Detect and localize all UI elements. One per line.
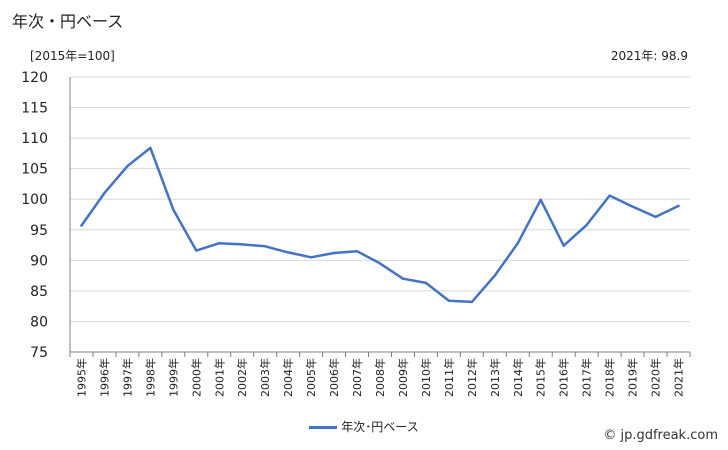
legend-label: 年次･円ベース: [341, 420, 419, 434]
data-point: [103, 191, 106, 195]
series-line: [80, 146, 680, 304]
x-tick-label: 1996年: [97, 358, 111, 397]
x-tick-label: 2003年: [258, 358, 272, 397]
y-tick-label: 85: [30, 284, 48, 300]
x-tick-label: 2018年: [603, 358, 617, 397]
data-point: [654, 215, 657, 219]
x-tick-label: 2011年: [442, 358, 456, 397]
x-tick-label: 2014年: [511, 358, 525, 397]
data-point: [309, 256, 313, 259]
data-point: [126, 165, 129, 168]
y-tick-label: 115: [21, 101, 48, 117]
data-point: [263, 245, 267, 248]
y-tick-label: 110: [21, 131, 48, 147]
data-point: [401, 277, 405, 280]
data-point: [218, 242, 221, 245]
data-point: [355, 249, 359, 253]
x-tick-label: 1995年: [74, 358, 88, 397]
x-tick-label: 2015年: [534, 358, 548, 397]
data-point: [585, 223, 588, 227]
data-point: [516, 242, 519, 245]
data-point: [172, 208, 175, 211]
legend: 年次･円ベース: [0, 418, 728, 435]
data-point: [447, 299, 451, 302]
y-tick-label: 120: [21, 70, 48, 86]
x-tick-label: 2002年: [235, 358, 249, 397]
data-point: [424, 281, 428, 285]
x-tick-label: 1998年: [143, 358, 157, 397]
y-tick-label: 80: [30, 314, 48, 330]
x-tick-label: 2013年: [488, 358, 502, 397]
x-tick-label: 2012年: [465, 358, 479, 397]
data-point: [493, 274, 497, 277]
data-point: [470, 300, 474, 304]
x-tick-label: 1999年: [166, 358, 180, 397]
x-tick-label: 2017年: [580, 358, 594, 397]
x-tick-label: 2006年: [327, 358, 341, 397]
data-point: [332, 251, 336, 255]
x-tick-label: 1997年: [120, 358, 134, 397]
data-point: [286, 251, 290, 254]
data-point: [539, 198, 542, 202]
x-tick-label: 2001年: [212, 358, 226, 397]
x-tick-label: 2016年: [557, 358, 571, 397]
data-point: [631, 205, 634, 208]
y-tick-label: 90: [30, 253, 48, 269]
x-tick-label: 2021年: [672, 358, 686, 397]
y-tick-label: 95: [30, 223, 48, 239]
data-point: [608, 194, 611, 197]
data-point: [195, 249, 198, 252]
data-point: [677, 204, 680, 208]
data-point: [80, 224, 83, 227]
source-credit: © jp.gdfreak.com: [603, 428, 718, 443]
legend-swatch: [309, 426, 338, 429]
x-tick-label: 2007年: [350, 358, 364, 397]
data-point: [378, 262, 382, 265]
latest-value-label: 2021年: 98.9: [610, 49, 688, 63]
data-point: [149, 146, 152, 150]
y-tick-label: 105: [21, 162, 48, 178]
y-tick-label: 75: [30, 345, 48, 361]
unit-label: [2015年=100]: [30, 49, 115, 63]
x-tick-label: 2000年: [189, 358, 203, 397]
data-point: [241, 243, 244, 246]
x-tick-label: 2004年: [281, 358, 295, 397]
chart-title: 年次・円ベース: [12, 12, 124, 31]
x-tick-label: 2008年: [373, 358, 387, 397]
x-tick-label: 2019年: [626, 358, 640, 397]
x-tick-label: 2020年: [649, 358, 663, 397]
x-tick-label: 2005年: [304, 358, 318, 397]
y-tick-label: 100: [21, 192, 48, 208]
data-point: [562, 244, 565, 247]
x-tick-label: 2009年: [396, 358, 410, 397]
x-tick-label: 2010年: [419, 358, 433, 397]
